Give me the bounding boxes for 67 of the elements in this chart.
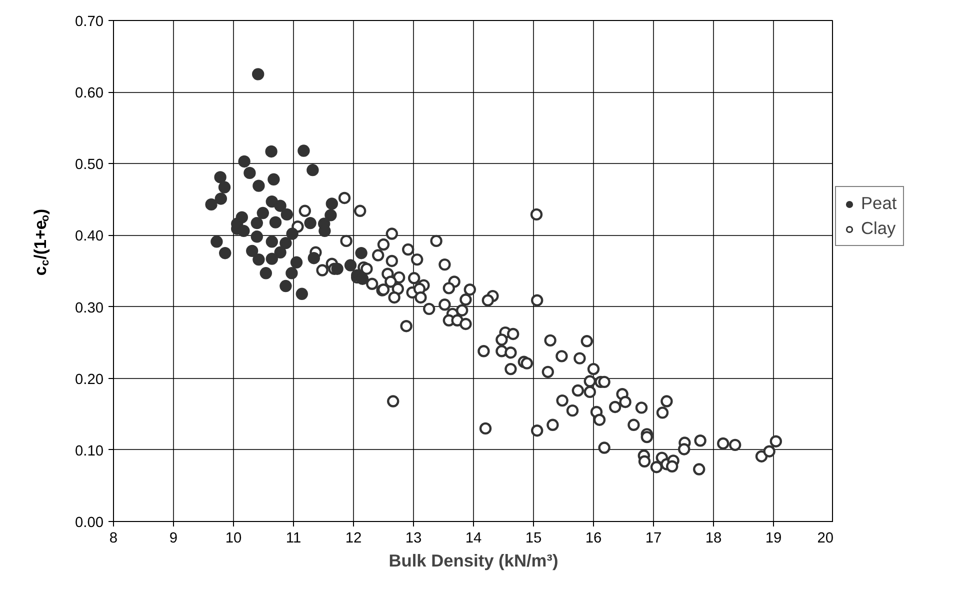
point [296,288,308,300]
point [218,181,231,194]
point [210,236,223,248]
point [268,173,280,186]
point [266,252,278,265]
point [252,180,265,192]
y-tick-label: 0.10 [74,443,104,460]
point [214,171,226,184]
point [260,267,272,280]
x-tick-label: 12 [345,530,362,546]
point [280,208,293,221]
point [269,216,282,228]
y-tick-label: 0.00 [74,515,104,531]
y-tick-label: 0.40 [74,228,104,245]
x-tick-label: 14 [465,530,482,546]
point [256,206,269,220]
point [274,246,286,258]
point [324,209,337,222]
x-tick-label: 20 [817,530,834,546]
y-tick-label: 0.50 [74,157,104,174]
y-tick-label: 0.20 [74,372,104,388]
point [331,262,344,275]
point [252,68,264,80]
point [304,216,316,230]
x-tick-label: 18 [705,530,722,546]
point [252,253,265,266]
point [280,236,292,250]
point [250,230,263,243]
y-tick-label: 0.30 [74,300,104,316]
legend-label: Peat [861,193,897,214]
x-tick-label: 17 [645,530,662,546]
point [266,195,278,208]
point [214,192,227,205]
point [298,144,310,157]
x-tick-label: 9 [169,530,178,546]
point [266,236,278,248]
point [356,272,369,285]
y-axis-title: cc/(1+eo) [31,208,52,276]
x-tick-label: 19 [765,530,782,546]
point [250,216,263,230]
point [244,166,256,180]
x-tick-label: 15 [525,530,542,546]
point [306,164,319,176]
x-tick-label: 11 [286,530,302,546]
legend-label: Clay [861,218,896,239]
point [246,244,258,258]
point [308,252,320,264]
point [286,228,298,240]
x-tick-label: 8 [109,530,118,546]
point [344,259,357,272]
point [274,200,286,212]
point [286,267,298,280]
x-tick-label: 10 [225,530,242,546]
x-tick-label: 13 [405,530,422,546]
y-tick-label: 0.60 [74,86,104,102]
point [219,247,232,260]
point [238,155,250,168]
point [355,247,368,260]
point [326,198,338,210]
x-axis-title: Bulk Density (kN/m³) [388,550,558,570]
point [265,145,278,158]
point [290,256,303,268]
y-tick-label: 0.70 [74,14,104,30]
point [238,224,250,238]
x-tick-label: 16 [585,530,602,546]
point [205,198,218,211]
point [280,280,292,292]
